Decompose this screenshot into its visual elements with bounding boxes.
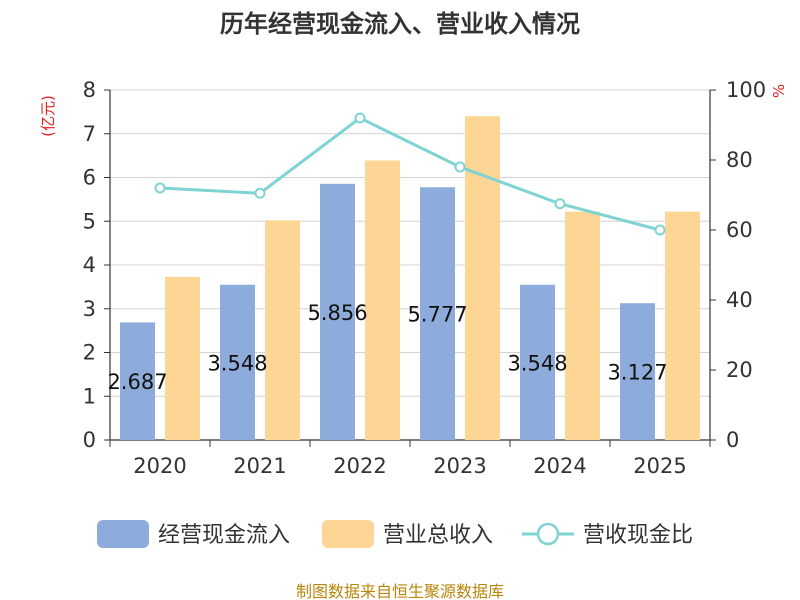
left-tick-label: 2 (83, 341, 96, 365)
bar-cash-inflow (420, 187, 455, 440)
right-tick-label: 80 (726, 148, 753, 172)
bar-cash-inflow (620, 303, 655, 440)
grid (110, 89, 710, 397)
right-tick-label: 100 (726, 78, 766, 102)
legend: 经营现金流入 营业总收入 营收现金比 (97, 520, 693, 548)
bar-value-label: 3.548 (207, 351, 267, 375)
x-tick-label: 2022 (333, 454, 386, 478)
legend-swatch-cash-inflow (97, 520, 149, 548)
bar-cash-inflow (120, 322, 155, 440)
bar-total-revenue (265, 220, 300, 440)
left-tick-label: 7 (83, 122, 96, 146)
left-tick-label: 6 (83, 166, 96, 190)
bar-total-revenue (365, 160, 400, 440)
ratio-point (554, 198, 566, 210)
ratio-point (354, 112, 366, 124)
bar-cash-inflow (520, 284, 555, 440)
bar-value-label: 2.687 (107, 370, 167, 394)
left-tick-label: 4 (83, 253, 96, 277)
legend-label-cash-inflow: 经营现金流入 (158, 523, 290, 548)
left-tick-label: 1 (83, 384, 96, 408)
legend-marker-ratio (536, 522, 560, 546)
x-tick-label: 2021 (233, 454, 286, 478)
bar-total-revenue (565, 211, 600, 440)
bars (120, 116, 700, 441)
bar-total-revenue (465, 116, 500, 440)
ratio-line (154, 112, 666, 236)
x-tick-label: 2020 (133, 454, 186, 478)
x-tick-label: 2025 (633, 454, 686, 478)
ratio-line-path (159, 116, 661, 232)
ratio-point (454, 161, 466, 173)
right-tick-label: 20 (726, 358, 753, 382)
left-tick-label: 0 (83, 428, 96, 452)
x-tick-label: 2023 (433, 454, 486, 478)
left-tick-label: 3 (83, 297, 96, 321)
bar-total-revenue (665, 211, 700, 440)
bar-cash-inflow (320, 183, 355, 441)
data-labels: 2.687 3.548 5.856 5.777 3.548 3.127 (107, 301, 667, 394)
legend-label-revenue: 营业总收入 (383, 523, 493, 548)
legend-swatch-revenue (322, 520, 374, 548)
bar-value-label: 3.127 (607, 361, 667, 385)
ratio-point (254, 187, 266, 199)
source-note: 制图数据来自恒生聚源数据库 (296, 582, 504, 600)
ratio-point (654, 224, 666, 236)
chart-title: 历年经营现金流入、营业收入情况 (220, 10, 580, 38)
left-axis-unit: (亿元) (39, 95, 57, 137)
ratio-point (154, 182, 166, 194)
left-tick-label: 8 (83, 78, 96, 102)
right-axis-unit: % (770, 84, 788, 98)
bar-total-revenue (165, 276, 200, 440)
legend-label-ratio: 营收现金比 (583, 523, 693, 548)
bar-cash-inflow (220, 284, 255, 440)
right-tick-label: 60 (726, 218, 753, 242)
left-tick-label: 5 (83, 209, 96, 233)
bar-value-label: 5.777 (407, 303, 467, 327)
right-tick-label: 0 (726, 428, 739, 452)
right-tick-label: 40 (726, 288, 753, 312)
bar-value-label: 5.856 (307, 301, 367, 325)
bar-value-label: 3.548 (507, 351, 567, 375)
x-tick-label: 2024 (533, 454, 586, 478)
